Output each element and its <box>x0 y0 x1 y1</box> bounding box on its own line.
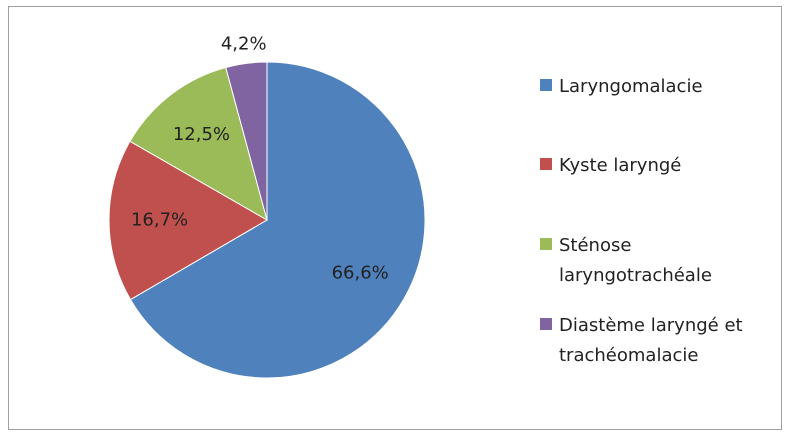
legend-item: Laryngomalacie <box>540 72 779 102</box>
legend-item: Kyste laryngé <box>540 151 779 181</box>
data-label: 4,2% <box>221 34 267 55</box>
data-label: 12,5% <box>173 124 230 145</box>
legend-swatch <box>540 238 552 250</box>
legend-swatch <box>540 158 552 170</box>
chart-frame <box>8 6 782 430</box>
legend-item: Sténose laryngotrachéale <box>540 231 779 291</box>
legend-label: Kyste laryngé <box>559 155 682 176</box>
pie-slice <box>129 61 426 379</box>
data-label: 16,7% <box>131 209 188 230</box>
legend-label: Diastème laryngé et trachéomalacie <box>559 315 743 366</box>
legend-swatch <box>540 79 552 91</box>
pie-slice <box>129 66 268 222</box>
legend-label: Sténose laryngotrachéale <box>559 235 712 286</box>
pie-slice <box>225 61 268 221</box>
legend-item: Diastème laryngé et trachéomalacie <box>540 311 779 371</box>
legend-label: Laryngomalacie <box>559 76 703 97</box>
pie-slice <box>108 140 268 301</box>
legend-swatch <box>540 318 552 330</box>
data-label: 66,6% <box>332 263 389 284</box>
